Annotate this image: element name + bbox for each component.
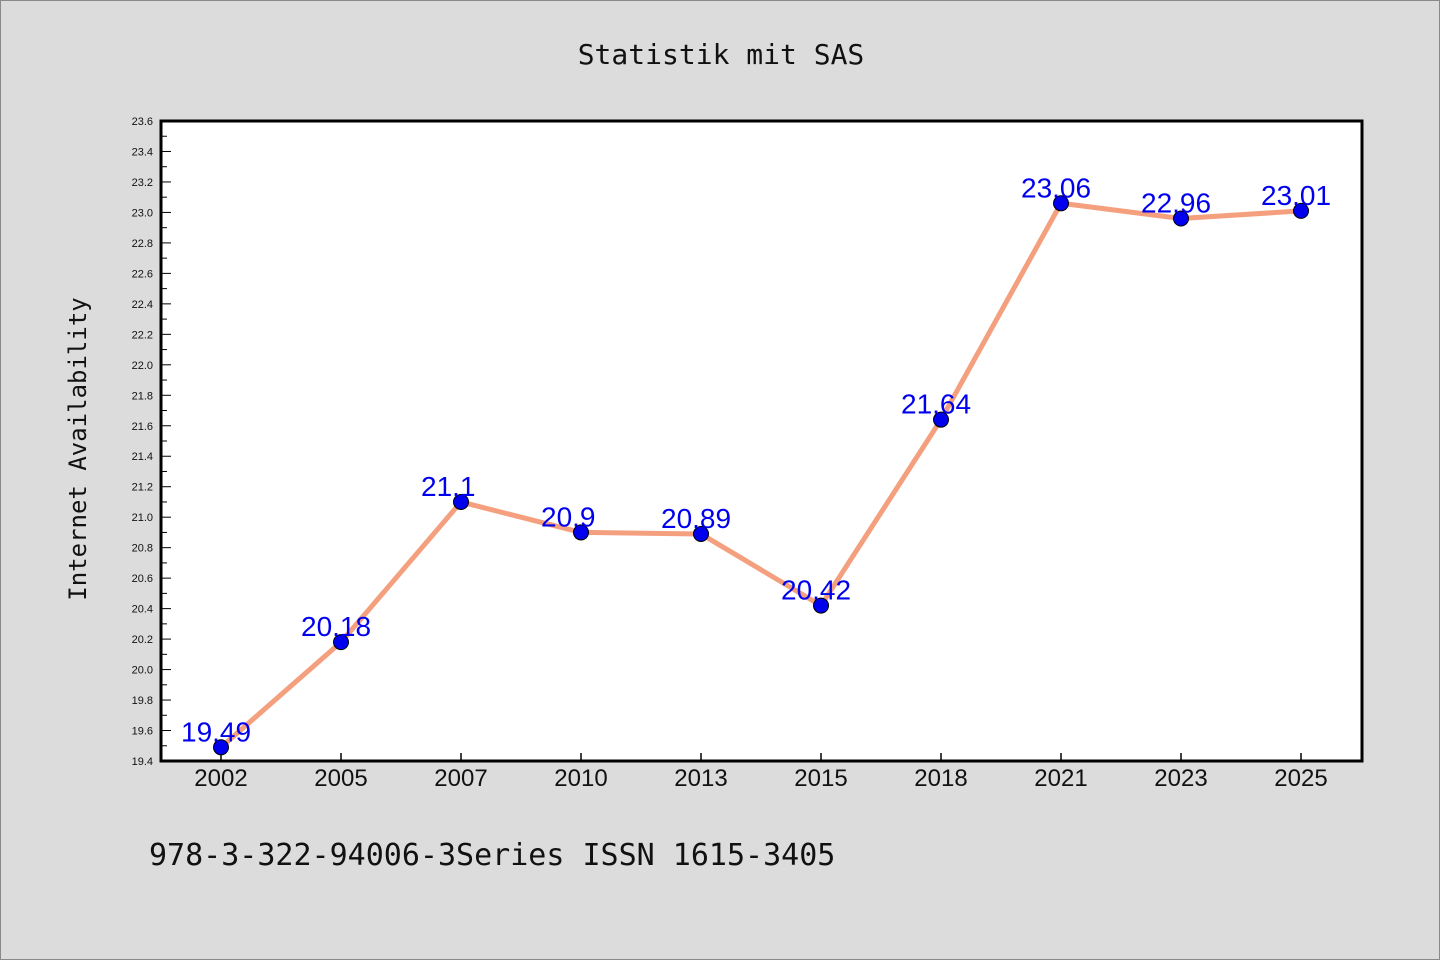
y-tick-label: 22.0 (132, 360, 153, 372)
y-tick-label: 21.8 (132, 390, 153, 402)
y-tick-label: 22.6 (132, 268, 153, 280)
data-label: 20.89 (661, 503, 731, 534)
data-point (573, 524, 589, 541)
data-label: 19.49 (181, 716, 251, 747)
data-label: 22.96 (1141, 188, 1211, 219)
data-label: 23.06 (1021, 172, 1091, 203)
x-tick-label: 2007 (434, 765, 487, 792)
data-labels: 19.49 20.18 21.1 20.9 20.89 20.42 21.64 23.06 22… (181, 172, 1331, 747)
y-axis: 19.4 19.6 19.8 20.0 20.2 20.4 20.6 20.8 21.0 21.2… (132, 116, 171, 768)
plot-area (159, 119, 1364, 763)
data-label: 20.9 (541, 501, 596, 532)
y-tick-label: 21.0 (132, 512, 153, 524)
x-tick-label: 2021 (1034, 765, 1087, 792)
x-tick-label: 2010 (554, 765, 607, 792)
y-tick-label: 23.4 (132, 146, 153, 158)
y-tick-label: 19.8 (132, 695, 153, 707)
x-tick-label: 2002 (194, 765, 247, 792)
x-tick-label: 2015 (794, 765, 847, 792)
data-point (1053, 195, 1069, 212)
data-point (1293, 202, 1309, 219)
y-axis-label: Internet Availability (64, 297, 92, 600)
y-tick-label: 23.0 (132, 207, 153, 219)
data-point (213, 739, 229, 756)
data-label: 20.18 (301, 611, 371, 642)
y-tick-label: 20.2 (132, 634, 153, 646)
y-tick-label: 21.2 (132, 482, 153, 494)
y-tick-label: 23.6 (132, 116, 153, 128)
data-point (813, 597, 829, 614)
y-tick-label: 19.4 (132, 756, 153, 768)
y-tick-label: 21.6 (132, 421, 153, 433)
data-point (333, 634, 349, 651)
y-tick-label: 23.2 (132, 177, 153, 189)
series-line (218, 200, 1304, 750)
y-tick-label: 22.2 (132, 329, 153, 341)
x-axis: 2002 2005 2007 2010 2013 2015 2018 2021 2023 2025 (194, 753, 1328, 792)
data-point (1173, 210, 1189, 227)
x-tick-label: 2018 (914, 765, 967, 792)
x-tick-label: 2005 (314, 765, 367, 792)
x-tick-label: 2013 (674, 765, 727, 792)
y-tick-label: 20.8 (132, 543, 153, 555)
x-tick-label: 2023 (1154, 765, 1207, 792)
series-line-group (213, 195, 1309, 756)
data-label: 23.01 (1261, 180, 1331, 211)
y-tick-label: 19.6 (132, 726, 153, 738)
data-point (453, 493, 469, 510)
data-point (933, 411, 949, 428)
footer-note: 978-3-322-94006-3Series ISSN 1615-3405 (149, 838, 835, 873)
y-tick-label: 20.4 (132, 604, 153, 616)
y-tick-label: 20.0 (132, 665, 153, 677)
y-tick-label: 21.4 (132, 451, 153, 463)
x-tick-label: 2025 (1274, 765, 1327, 792)
chart-title: Statistik mit SAS (578, 38, 865, 71)
y-tick-label: 20.6 (132, 573, 153, 585)
y-tick-label: 22.8 (132, 238, 153, 250)
data-label: 21.1 (421, 471, 476, 502)
y-tick-label: 22.4 (132, 299, 153, 311)
data-label: 21.64 (901, 389, 971, 420)
data-label: 20.42 (781, 575, 851, 606)
data-point (693, 525, 709, 542)
